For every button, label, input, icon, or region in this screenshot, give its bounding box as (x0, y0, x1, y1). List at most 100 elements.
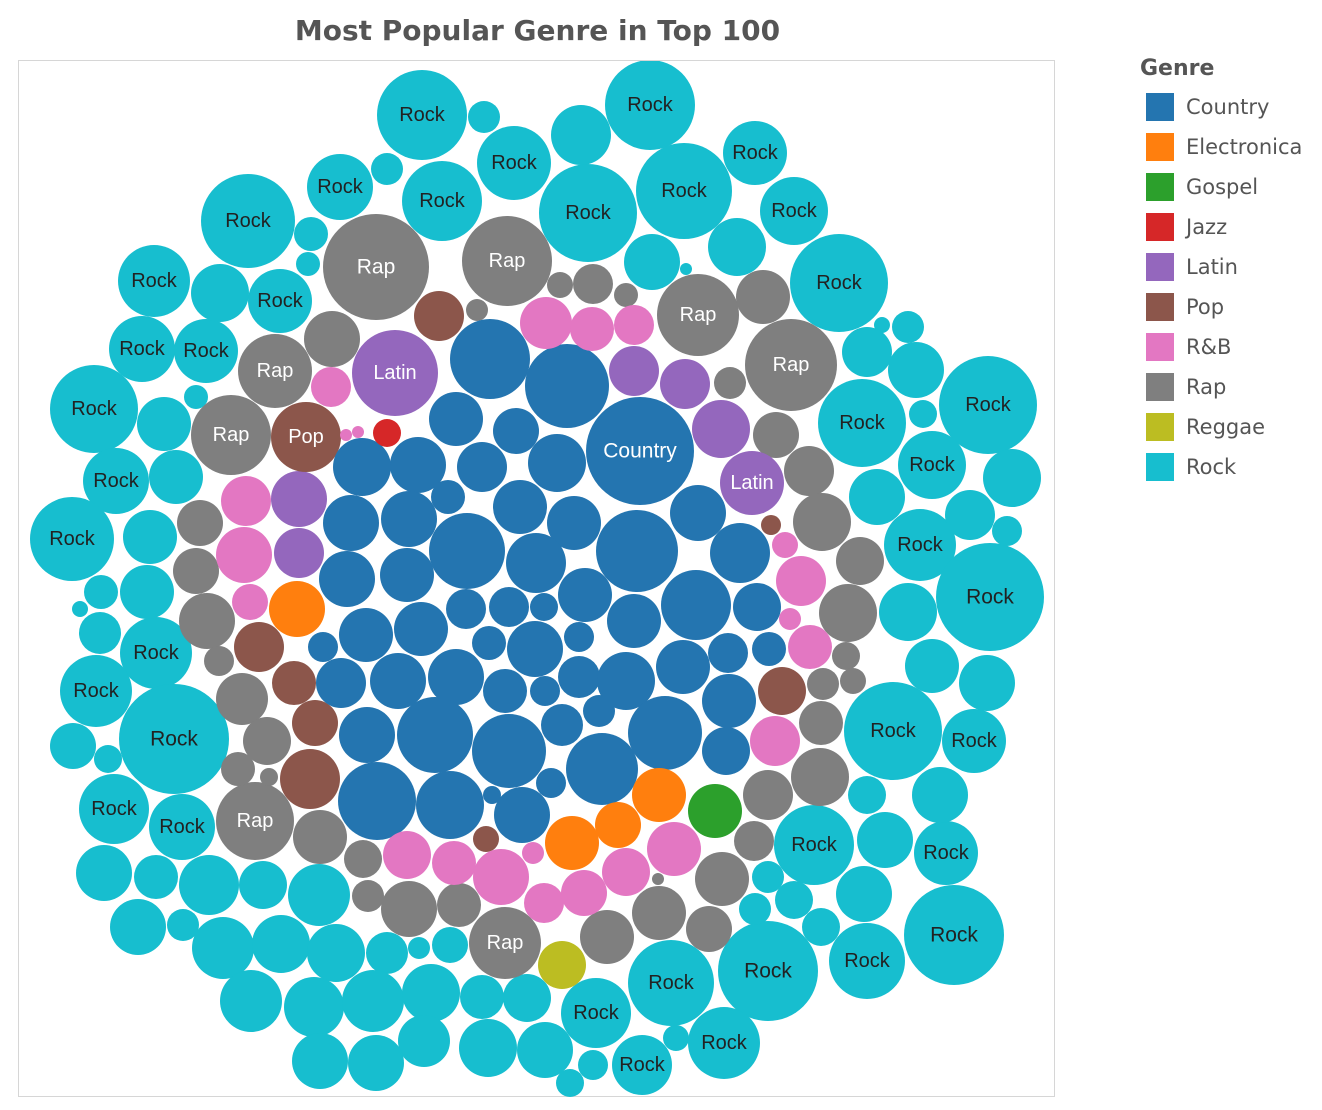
bubble-rock[interactable] (459, 1019, 517, 1077)
bubble-circle-r-b[interactable] (221, 476, 271, 526)
bubble-circle-country[interactable] (530, 676, 560, 706)
bubble-rock[interactable] (149, 450, 203, 504)
bubble-country[interactable] (710, 523, 770, 583)
bubble-circle-rock[interactable] (909, 400, 937, 428)
bubble-rock[interactable]: Rock (174, 319, 238, 383)
bubble-rap[interactable]: Rap (191, 395, 271, 475)
legend-item-gospel[interactable]: Gospel (1140, 167, 1302, 207)
bubble-rap[interactable] (437, 883, 481, 927)
bubble-r-b[interactable] (561, 870, 607, 916)
bubble-circle-rock[interactable] (79, 612, 121, 654)
bubble-latin[interactable]: Latin (720, 451, 784, 515)
bubble-rock[interactable]: Rock (818, 379, 906, 467)
bubble-circle-pop[interactable] (761, 515, 781, 535)
legend-item-rock[interactable]: Rock (1140, 447, 1302, 487)
bubble-circle-rock[interactable] (892, 311, 924, 343)
bubble-rock[interactable]: Rock (612, 1035, 672, 1095)
bubble-circle-r-b[interactable] (522, 842, 544, 864)
bubble-circle-rap[interactable] (652, 873, 664, 885)
bubble-circle-rap[interactable] (469, 907, 541, 979)
bubble-circle-country[interactable] (493, 480, 547, 534)
bubble-rap[interactable] (652, 873, 664, 885)
bubble-circle-country[interactable] (558, 656, 600, 698)
bubble-circle-rock[interactable] (663, 1025, 689, 1051)
bubble-circle-r-b[interactable] (647, 822, 701, 876)
bubble-country[interactable] (558, 568, 612, 622)
bubble-r-b[interactable] (614, 305, 654, 345)
bubble-circle-country[interactable] (525, 344, 609, 428)
bubble-circle-rock[interactable] (836, 866, 892, 922)
bubble-rock[interactable]: Rock (477, 126, 551, 200)
bubble-circle-rock[interactable] (898, 431, 966, 499)
bubble-circle-rap[interactable] (714, 367, 746, 399)
bubble-rock[interactable]: Rock (50, 365, 138, 453)
bubble-circle-rock[interactable] (284, 977, 344, 1037)
bubble-circle-rock[interactable] (120, 565, 174, 619)
bubble-rock[interactable]: Rock (636, 143, 732, 239)
bubble-circle-country[interactable] (656, 640, 710, 694)
bubble-country[interactable] (656, 640, 710, 694)
bubble-rap[interactable] (547, 272, 573, 298)
bubble-rock[interactable] (371, 153, 403, 185)
bubble-circle-r-b[interactable] (788, 625, 832, 669)
bubble-circle-country[interactable] (733, 583, 781, 631)
bubble-rock[interactable] (348, 1035, 404, 1091)
bubble-circle-country[interactable] (457, 442, 507, 492)
bubble-rap[interactable] (832, 642, 860, 670)
bubble-circle-rap[interactable] (791, 748, 849, 806)
bubble-circle-country[interactable] (586, 397, 694, 505)
bubble-circle-rock[interactable] (179, 855, 239, 915)
bubble-circle-country[interactable] (483, 669, 527, 713)
bubble-circle-rock[interactable] (680, 263, 692, 275)
bubble-country[interactable] (489, 587, 529, 627)
bubble-country[interactable] (733, 583, 781, 631)
bubble-circle-country[interactable] (429, 392, 483, 446)
bubble-gospel[interactable] (688, 784, 742, 838)
bubble-circle-rock[interactable] (149, 450, 203, 504)
bubble-circle-electronica[interactable] (595, 802, 641, 848)
bubble-rock[interactable] (191, 264, 249, 322)
bubble-circle-rock[interactable] (137, 397, 191, 451)
legend-item-rap[interactable]: Rap (1140, 367, 1302, 407)
bubble-r-b[interactable] (779, 608, 801, 630)
bubble-country[interactable] (381, 491, 437, 547)
bubble-circle-rock[interactable] (914, 821, 978, 885)
bubble-country[interactable] (506, 533, 566, 593)
bubble-r-b[interactable] (772, 532, 798, 558)
bubble-rock[interactable]: Rock (829, 923, 905, 999)
bubble-country[interactable] (380, 548, 434, 602)
bubble-country[interactable] (708, 633, 748, 673)
bubble-circle-country[interactable] (506, 533, 566, 593)
bubble-r-b[interactable] (647, 822, 701, 876)
bubble-rock[interactable]: Rock (60, 655, 132, 727)
bubble-circle-rock[interactable] (723, 121, 787, 185)
bubble-circle-r-b[interactable] (750, 716, 800, 766)
bubble-circle-country[interactable] (583, 695, 615, 727)
bubble-circle-rock[interactable] (612, 1035, 672, 1095)
bubble-country[interactable] (528, 434, 586, 492)
bubble-circle-country[interactable] (429, 513, 505, 589)
bubble-r-b[interactable] (522, 842, 544, 864)
bubble-latin[interactable] (274, 528, 324, 578)
bubble-r-b[interactable] (473, 849, 529, 905)
bubble-rock[interactable]: Rock (79, 774, 149, 844)
bubble-rock[interactable] (84, 575, 118, 609)
bubble-circle-rap[interactable] (293, 810, 347, 864)
bubble-rock[interactable]: Rock (939, 356, 1037, 454)
bubble-rap[interactable] (573, 264, 613, 304)
bubble-rock[interactable] (879, 583, 937, 641)
bubble-rock[interactable] (134, 855, 178, 899)
bubble-country[interactable] (390, 437, 446, 493)
bubble-circle-rock[interactable] (468, 101, 500, 133)
bubble-circle-rap[interactable] (743, 770, 793, 820)
bubble-rock[interactable]: Rock (30, 497, 114, 581)
bubble-rock[interactable] (72, 601, 88, 617)
bubble-circle-country[interactable] (416, 771, 484, 839)
bubble-rap[interactable]: Rap (462, 216, 552, 306)
bubble-circle-rock[interactable] (561, 978, 631, 1048)
bubble-circle-rock[interactable] (605, 60, 695, 150)
bubble-circle-rap[interactable] (573, 264, 613, 304)
bubble-circle-rock[interactable] (307, 924, 365, 982)
bubble-circle-rock[interactable] (636, 143, 732, 239)
bubble-country[interactable] (702, 674, 756, 728)
